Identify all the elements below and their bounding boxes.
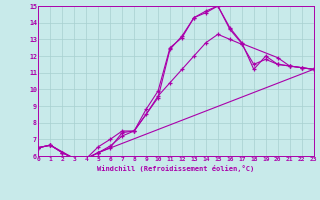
X-axis label: Windchill (Refroidissement éolien,°C): Windchill (Refroidissement éolien,°C) — [97, 165, 255, 172]
